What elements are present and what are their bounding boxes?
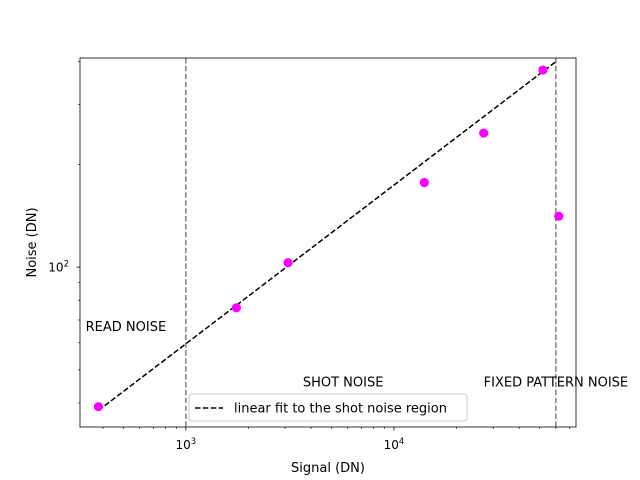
region-annotation: FIXED PATTERN NOISE	[484, 376, 628, 391]
y-tick-label: 102	[48, 260, 69, 275]
data-point	[538, 65, 548, 75]
annotations: READ NOISE SHOT NOISE FIXED PATTERN NOISE	[86, 320, 629, 391]
region-annotation: SHOT NOISE	[303, 376, 384, 391]
plot-area	[80, 58, 576, 427]
plot-frame	[79, 57, 577, 428]
fit-line	[97, 61, 557, 412]
major-ticks: 103 104 102	[48, 260, 404, 452]
data-point	[93, 402, 103, 412]
data-point	[419, 177, 429, 188]
data-point	[554, 211, 564, 221]
legend-label-fit-line: linear fit to the shot noise region	[234, 402, 447, 417]
data-points	[93, 65, 564, 412]
x-tick-label: 104	[384, 437, 405, 452]
y-axis-label: Noise (DN)	[25, 207, 40, 277]
x-tick-label: 103	[175, 437, 196, 452]
region-annotation: READ NOISE	[86, 320, 167, 335]
data-point	[231, 303, 242, 313]
data-point	[283, 258, 293, 268]
legend: linear fit to the shot noise region	[188, 393, 468, 422]
region-boundaries	[185, 58, 557, 427]
data-point	[479, 128, 489, 138]
legend-box	[188, 393, 468, 422]
x-axis-label: Signal (DN)	[291, 461, 365, 476]
